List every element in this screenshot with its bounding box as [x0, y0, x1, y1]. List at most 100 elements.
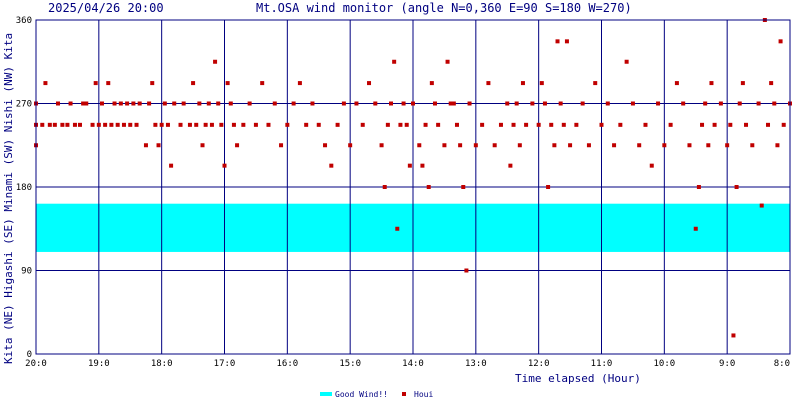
data-point — [109, 122, 114, 127]
data-point — [47, 122, 52, 127]
data-point — [219, 122, 224, 127]
data-point — [618, 122, 623, 127]
data-point — [480, 122, 485, 127]
data-point — [542, 101, 547, 106]
data-point — [200, 143, 205, 148]
data-point — [656, 101, 661, 106]
data-point — [492, 143, 497, 148]
data-point — [115, 122, 120, 127]
x-ticks: 20:0 19:0 18:0 17:0 16:0 15:0 14:0 13:0 12:0 11:0… — [25, 359, 790, 369]
data-point — [558, 101, 563, 106]
x-axis-label: Time elapsed (Hour) — [515, 372, 641, 385]
data-point — [106, 81, 111, 86]
legend-point-label: Houi — [414, 390, 433, 399]
data-point — [181, 101, 186, 106]
data-point — [77, 122, 82, 127]
data-point — [442, 143, 447, 148]
data-point — [162, 101, 167, 106]
x-tick-label: 18:0 — [151, 359, 173, 369]
data-point — [546, 185, 551, 189]
data-point — [231, 122, 236, 127]
data-point — [323, 143, 328, 148]
data-point — [775, 143, 780, 148]
data-point — [81, 101, 86, 106]
data-point — [222, 163, 227, 168]
x-tick-label: 9:0 — [719, 359, 735, 369]
data-point — [285, 122, 290, 127]
data-point — [454, 122, 459, 127]
data-point — [473, 143, 478, 148]
data-point — [530, 101, 535, 106]
data-point — [718, 101, 723, 106]
grid — [35, 19, 791, 355]
data-point — [593, 81, 598, 86]
data-point — [131, 101, 136, 106]
data-point — [740, 81, 745, 86]
chart-title: Mt.OSA wind monitor (angle N=0,360 E=90 … — [256, 1, 632, 15]
data-point — [778, 39, 783, 44]
data-point — [121, 122, 126, 127]
data-point — [461, 185, 466, 189]
data-point — [539, 81, 544, 86]
x-tick-label: 14:0 — [402, 359, 424, 369]
data-point — [137, 101, 142, 106]
data-point — [612, 143, 617, 148]
data-point — [228, 101, 233, 106]
data-point — [436, 122, 441, 127]
data-point — [203, 122, 208, 127]
data-point — [404, 122, 409, 127]
data-point — [272, 101, 277, 106]
data-point — [624, 59, 629, 64]
data-point — [564, 39, 569, 44]
data-point — [486, 81, 491, 86]
x-tick-label: 17:0 — [214, 359, 236, 369]
data-point — [451, 101, 456, 106]
data-point — [498, 122, 503, 127]
data-point — [423, 122, 428, 127]
data-point — [52, 122, 57, 127]
data-point — [379, 143, 384, 148]
data-point — [209, 122, 214, 127]
data-point — [348, 143, 353, 148]
data-point — [187, 122, 192, 127]
data-point — [235, 143, 240, 148]
data-point — [574, 122, 579, 127]
x-tick-label: 13:0 — [465, 359, 487, 369]
data-point — [43, 81, 48, 86]
data-point — [599, 122, 604, 127]
data-point — [96, 122, 101, 127]
y-tick-label: 270 — [16, 100, 32, 110]
legend-point-swatch — [402, 392, 406, 396]
data-point — [159, 122, 164, 127]
data-point — [147, 101, 152, 106]
data-point — [93, 81, 98, 86]
data-point — [769, 81, 774, 86]
data-point — [514, 101, 519, 106]
data-point — [467, 101, 472, 106]
data-point — [213, 59, 218, 64]
data-point — [649, 163, 654, 168]
y-ticks: 0 90 180 270 360 — [16, 16, 32, 360]
data-point — [197, 101, 202, 106]
data-point — [744, 122, 749, 127]
data-point — [464, 268, 469, 273]
data-point — [662, 143, 667, 148]
data-point — [555, 39, 560, 44]
data-point — [297, 81, 302, 86]
data-point — [426, 185, 431, 189]
data-point — [759, 203, 764, 208]
data-point — [681, 101, 686, 106]
y-tick-label: 90 — [21, 267, 32, 277]
data-point — [178, 122, 183, 127]
x-tick-label: 12:0 — [528, 359, 550, 369]
data-point — [310, 101, 315, 106]
data-point — [225, 81, 230, 86]
data-point — [536, 122, 541, 127]
data-point — [703, 101, 708, 106]
data-point — [118, 101, 123, 106]
data-point — [731, 333, 736, 338]
data-point — [382, 185, 387, 189]
x-tick-label: 10:0 — [653, 359, 675, 369]
data-point — [580, 101, 585, 106]
